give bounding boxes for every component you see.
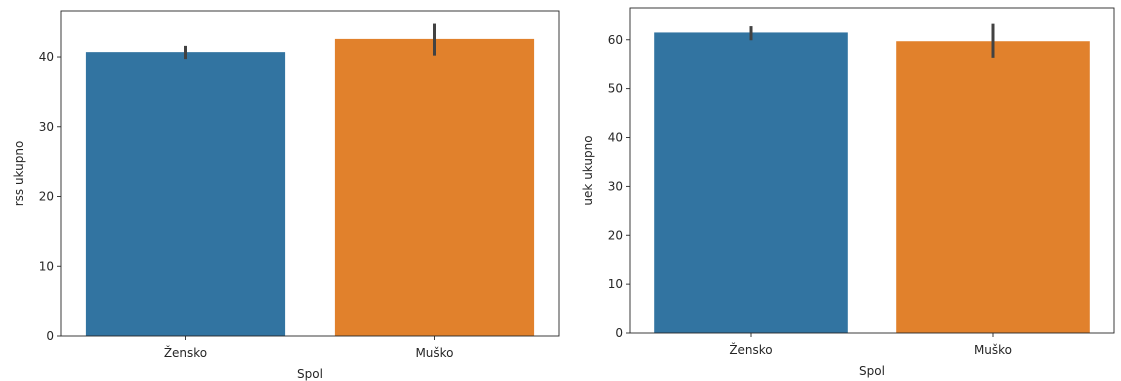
y-tick-label: 40 (608, 131, 623, 145)
y-tick-label: 50 (608, 82, 623, 96)
y-tick-label: 30 (39, 120, 54, 134)
x-tick-label: Žensko (729, 342, 772, 357)
y-tick-label: 30 (608, 179, 623, 193)
axes-frame (60, 10, 560, 337)
bar-musko (334, 38, 535, 336)
y-tick-label: 20 (608, 228, 623, 242)
bar-zensko (654, 32, 848, 333)
x-tick-label: Žensko (164, 345, 207, 360)
y-axis-label: rss ukupno (12, 141, 26, 207)
y-tick-label: 20 (39, 190, 54, 204)
y-tick-label: 40 (39, 50, 54, 64)
x-tick-label: Muško (415, 346, 453, 360)
chart-uek-ukupno: 0 10 20 30 40 50 60 Žensko Muško Spol uek ukupno (581, 7, 1115, 378)
axes-frame (629, 7, 1115, 334)
bar-musko (896, 41, 1090, 333)
y-tick-label: 0 (46, 329, 54, 343)
y-tick-label: 10 (608, 277, 623, 291)
y-tick-label: 10 (39, 259, 54, 273)
x-axis-label: Spol (297, 367, 323, 381)
y-axis-label: uek ukupno (581, 135, 595, 205)
y-tick-label: 60 (608, 33, 623, 47)
x-tick-label: Muško (974, 343, 1012, 357)
bar-zensko (85, 52, 286, 336)
x-axis-label: Spol (859, 364, 885, 378)
y-tick-label: 0 (615, 326, 623, 340)
chart-rss-ukupno: 0 10 20 30 40 Žensko Muško Spol rss ukupno (12, 10, 560, 381)
